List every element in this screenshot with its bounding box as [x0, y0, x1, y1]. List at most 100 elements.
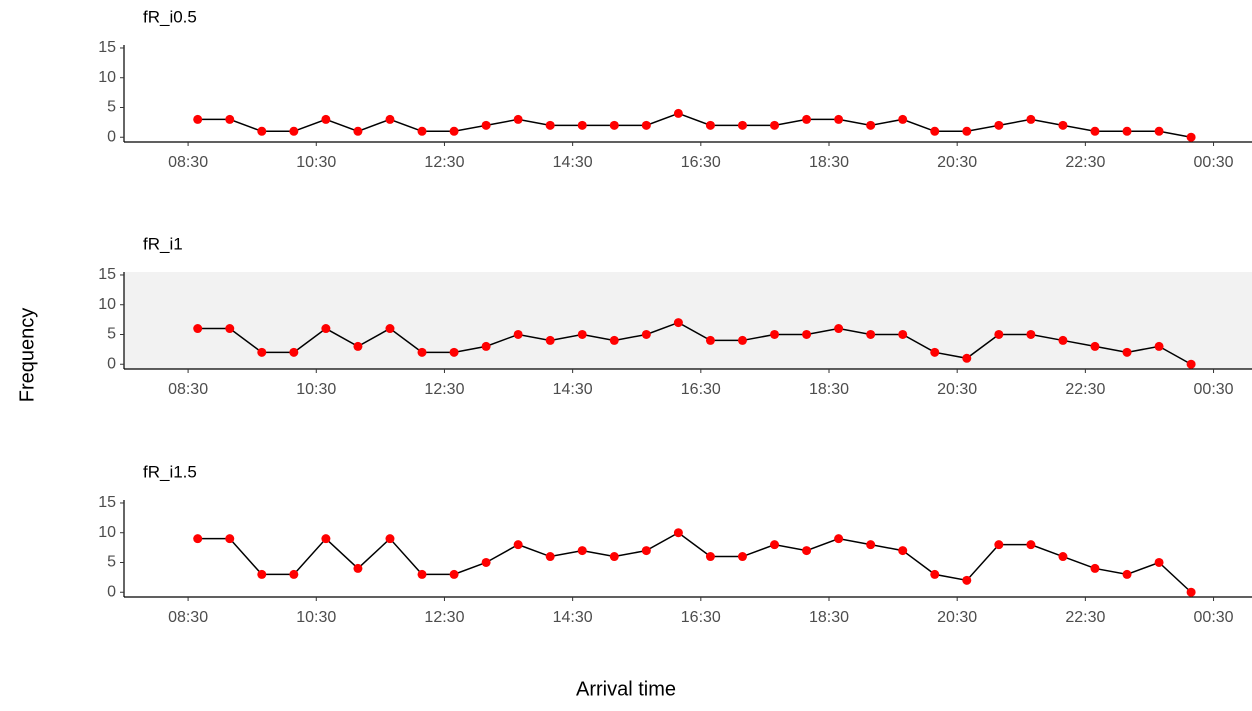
point	[962, 353, 972, 363]
point	[289, 347, 299, 357]
panel-background	[124, 500, 1252, 597]
x-tick-label: 12:30	[424, 381, 464, 398]
x-tick-label: 18:30	[809, 609, 849, 626]
point	[1058, 335, 1068, 345]
point	[481, 341, 491, 351]
point	[545, 335, 555, 345]
point	[1058, 120, 1068, 130]
x-tick-label: 14:30	[553, 154, 593, 171]
y-tick-label: 10	[98, 296, 116, 313]
point	[417, 569, 427, 579]
point	[481, 557, 491, 567]
point	[577, 329, 587, 339]
x-tick-label: 22:30	[1065, 154, 1105, 171]
point	[1058, 552, 1068, 562]
point	[289, 569, 299, 579]
point	[481, 120, 491, 130]
y-tick-label: 15	[98, 266, 116, 283]
point	[193, 534, 203, 544]
line	[197, 321, 1192, 365]
y-tick-label: 0	[107, 128, 116, 145]
x-tick-label: 22:30	[1065, 381, 1105, 398]
point	[257, 347, 267, 357]
x-tick-label: 08:30	[168, 381, 208, 398]
panel-background	[124, 272, 1252, 369]
point	[1186, 359, 1196, 369]
point	[385, 534, 395, 544]
point	[1154, 557, 1164, 567]
point	[802, 329, 812, 339]
point	[1090, 341, 1100, 351]
x-tick-label: 20:30	[937, 609, 977, 626]
x-tick-label: 16:30	[681, 381, 721, 398]
point	[930, 347, 940, 357]
panel-title: fR_i1.5	[143, 462, 197, 481]
point	[930, 569, 940, 579]
point	[1026, 329, 1036, 339]
point	[641, 329, 651, 339]
point	[353, 563, 363, 573]
panel-title: fR_i0.5	[143, 7, 197, 26]
point	[193, 114, 203, 124]
point	[770, 540, 780, 550]
point	[449, 569, 459, 579]
point	[545, 552, 555, 562]
x-tick-label: 22:30	[1065, 609, 1105, 626]
y-tick-label: 10	[98, 69, 116, 86]
y-tick-label: 0	[107, 583, 116, 600]
point	[770, 120, 780, 130]
point	[513, 114, 523, 124]
point	[225, 324, 235, 334]
point	[321, 114, 331, 124]
point	[1154, 341, 1164, 351]
point	[737, 120, 747, 130]
y-tick-label: 5	[107, 326, 116, 343]
point	[898, 329, 908, 339]
point	[705, 120, 715, 130]
x-tick-label: 16:30	[681, 154, 721, 171]
point	[609, 120, 619, 130]
point	[866, 540, 876, 550]
point	[1122, 347, 1132, 357]
point	[609, 552, 619, 562]
x-tick-label: 14:30	[553, 381, 593, 398]
point	[385, 324, 395, 334]
y-tick-label: 10	[98, 524, 116, 541]
point	[898, 546, 908, 556]
point	[705, 335, 715, 345]
line	[197, 112, 1192, 138]
point	[257, 569, 267, 579]
x-tick-label: 00:30	[1194, 381, 1234, 398]
x-tick-label: 00:30	[1194, 154, 1234, 171]
point	[1122, 126, 1132, 136]
point	[193, 324, 203, 334]
point	[449, 126, 459, 136]
x-tick-label: 00:30	[1194, 609, 1234, 626]
point	[417, 347, 427, 357]
point	[513, 540, 523, 550]
y-tick-label: 5	[107, 99, 116, 116]
point	[802, 546, 812, 556]
point	[353, 341, 363, 351]
point	[257, 126, 267, 136]
point	[1026, 114, 1036, 124]
point	[225, 534, 235, 544]
point	[289, 126, 299, 136]
x-axis-label: Arrival time	[576, 678, 676, 700]
point	[866, 120, 876, 130]
x-tick-label: 18:30	[809, 381, 849, 398]
x-tick-label: 20:30	[937, 154, 977, 171]
point	[449, 347, 459, 357]
x-tick-label: 08:30	[168, 154, 208, 171]
point	[962, 575, 972, 585]
x-tick-label: 10:30	[296, 609, 336, 626]
point	[353, 126, 363, 136]
point	[1026, 540, 1036, 550]
x-tick-label: 12:30	[424, 609, 464, 626]
point	[513, 329, 523, 339]
point	[834, 324, 844, 334]
point	[1090, 126, 1100, 136]
y-axis-label: Frequency	[16, 308, 38, 403]
panel-title: fR_i1	[143, 234, 183, 253]
x-tick-label: 16:30	[681, 609, 721, 626]
